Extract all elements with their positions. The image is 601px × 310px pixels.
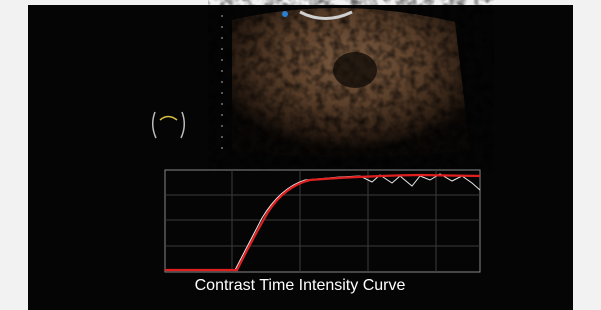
- lesion: [333, 52, 377, 88]
- page: Contrast Time Intensity Curve (() => { c…: [0, 0, 601, 310]
- orientation-dot: [282, 11, 288, 17]
- caption: Contrast Time Intensity Curve: [195, 277, 406, 294]
- screenshot: Contrast Time Intensity Curve: [0, 0, 601, 310]
